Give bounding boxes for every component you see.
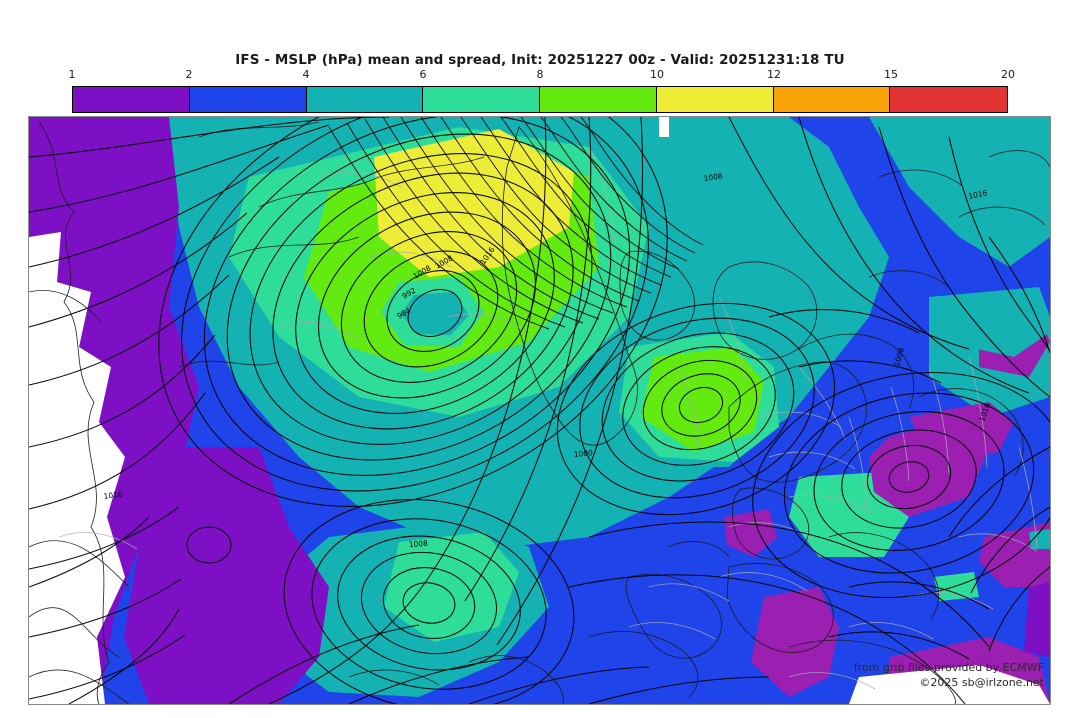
spread-region-eye-core — [401, 292, 469, 335]
spread-patch-teal — [1029, 529, 1050, 549]
spread-region-magenta — [909, 402, 1014, 462]
map-plot: 1016 1008 1008 1016 992 984 1000 1008 10… — [29, 117, 1050, 704]
isobar-label: 1008 — [703, 171, 723, 183]
page-title: IFS - MSLP (hPa) mean and spread, Init: … — [235, 52, 845, 68]
map-notch — [659, 117, 669, 137]
colorbar-tick-labels: 1 2 4 6 8 10 12 15 20 — [68, 68, 1016, 84]
colorbar-tick: 4 — [302, 68, 310, 81]
colorbar-tick: 1 — [68, 68, 76, 81]
isobar-label: 1000 — [573, 448, 593, 459]
colorbar — [72, 86, 1008, 113]
isobar-label: 1008 — [409, 539, 429, 549]
colorbar-segment — [189, 87, 307, 112]
colorbar-segment — [73, 87, 190, 112]
spread-region-teal — [869, 117, 1050, 267]
colorbar-tick: 12 — [767, 68, 781, 81]
colorbar-tick: 8 — [536, 68, 544, 81]
colorbar-tick: 2 — [185, 68, 193, 81]
landmask-sahara — [849, 665, 1050, 704]
spread-region-teal — [659, 117, 809, 197]
colorbar-tick: 6 — [419, 68, 427, 81]
map-canvas[interactable]: 1016 1008 1008 1016 992 984 1000 1008 10… — [28, 116, 1051, 705]
colorbar-tick: 15 — [884, 68, 898, 81]
spread-region-magenta — [724, 509, 777, 557]
coastlines — [29, 121, 1050, 704]
spread-region-magenta — [751, 587, 839, 697]
colorbar-tick: 20 — [1001, 68, 1015, 81]
spread-region-brightgreen — [641, 347, 764, 452]
isobar-label: 1016 — [968, 188, 989, 201]
spread-region-purple — [124, 447, 329, 704]
colorbar-segment — [423, 87, 540, 112]
isobar-label: 1016 — [103, 489, 123, 501]
colorbar-segment — [656, 87, 774, 112]
colorbar-segment — [540, 87, 657, 112]
spread-region-purple — [1024, 582, 1050, 657]
colorbar-segment — [306, 87, 424, 112]
colorbar-segment — [890, 87, 1007, 112]
colorbar-gradient — [72, 86, 1008, 113]
spread-patch-green — [934, 572, 979, 601]
isobars-dense — [328, 117, 704, 330]
landmask-namerica — [29, 232, 125, 704]
spread-patch-teal — [959, 297, 1050, 357]
colorbar-segment — [773, 87, 891, 112]
isobars — [29, 117, 1050, 704]
spread-region-yellow — [374, 129, 574, 277]
colorbar-tick: 10 — [650, 68, 664, 81]
